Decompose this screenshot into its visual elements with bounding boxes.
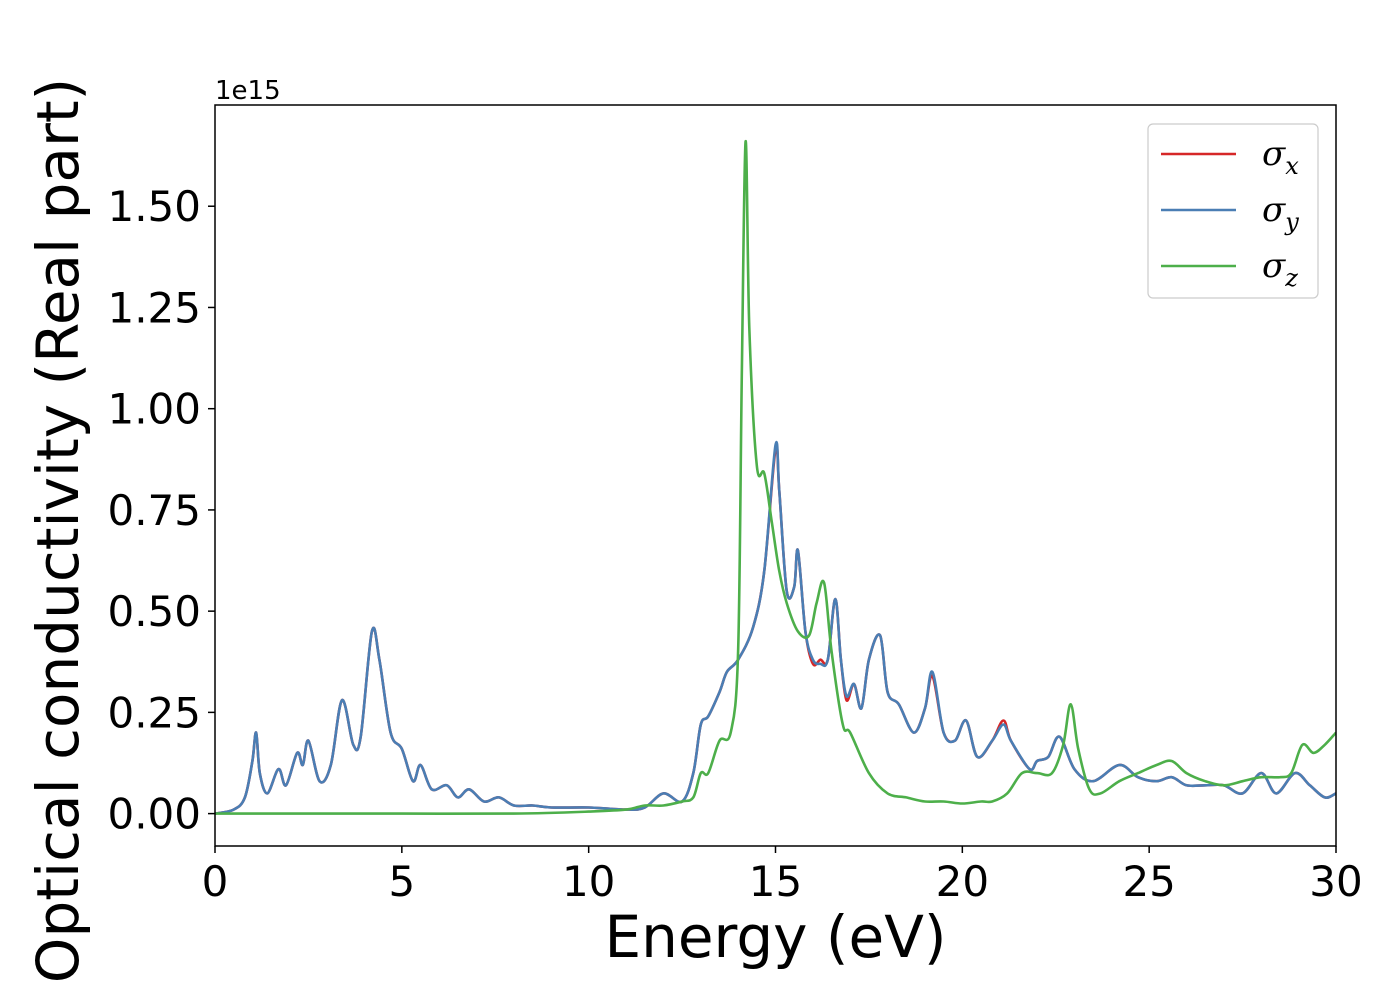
x-tick-label: 30 <box>1309 857 1362 906</box>
x-tick-label: 25 <box>1122 857 1175 906</box>
legend: σx σy σz <box>1147 123 1319 299</box>
legend-label-z: σz <box>1262 246 1298 292</box>
series-line-z <box>215 140 1336 816</box>
x-tick-label: 10 <box>562 857 615 906</box>
legend-label-x: σx <box>1262 134 1299 180</box>
y-tick-label: 0.25 <box>107 688 201 737</box>
x-axis-label: Energy (eV) <box>604 903 946 971</box>
y-tick-label: 0.50 <box>107 587 201 636</box>
y-tick-label: 1.50 <box>107 182 201 231</box>
series-line-y <box>215 440 1336 815</box>
x-tick-label: 0 <box>202 857 229 906</box>
y-tick-label: 0.00 <box>107 790 201 839</box>
x-tick-label: 5 <box>388 857 415 906</box>
x-tick-label: 15 <box>749 857 802 906</box>
y-tick-label: 0.75 <box>107 486 201 535</box>
y-axis-label: Optical conductivity (Real part) <box>24 78 92 983</box>
y-tick-label: 1.00 <box>107 385 201 434</box>
series-line-x <box>215 444 1336 815</box>
y-tick-label: 1.25 <box>107 283 201 332</box>
y-offset-label: 1e15 <box>215 76 281 106</box>
legend-label-y: σy <box>1262 190 1299 236</box>
x-tick-label: 20 <box>936 857 989 906</box>
